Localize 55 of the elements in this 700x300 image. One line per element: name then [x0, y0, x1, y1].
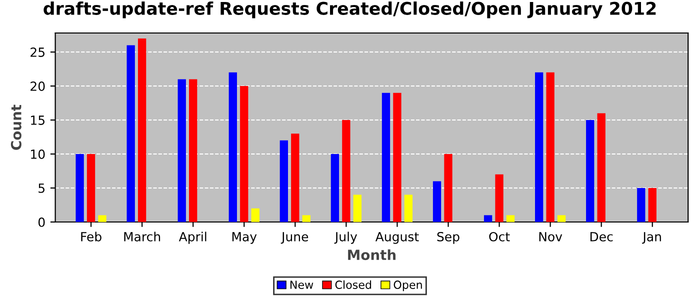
legend-label: Closed: [335, 280, 372, 289]
y-tick-label: 10: [31, 149, 45, 159]
x-tick-label: Sep: [437, 232, 460, 244]
x-tick-label: August: [375, 232, 419, 244]
bar: [432, 181, 442, 222]
bar: [637, 188, 646, 222]
x-tick-label: May: [232, 232, 257, 244]
y-tick-label: 5: [38, 184, 44, 193]
bar: [178, 79, 186, 222]
bar: [251, 208, 260, 222]
bar: [353, 194, 362, 222]
bar: [98, 215, 106, 222]
bar: [535, 72, 544, 222]
legend-label: Open: [394, 280, 422, 292]
bar: [189, 79, 198, 222]
bar: [546, 72, 554, 222]
y-tick-label: 15: [31, 116, 44, 125]
x-tick-label: July: [334, 232, 358, 244]
bar: [495, 174, 504, 222]
y-tick-label: 0: [38, 217, 45, 227]
bar: [280, 140, 288, 222]
chart-title: drafts-update-ref Requests Created/Closed/Open January 2012: [44, 2, 656, 18]
y-axis-title: Count: [10, 104, 22, 150]
y-tick-label: 20: [30, 82, 45, 91]
x-tick-label: Oct: [489, 232, 510, 242]
bar: [138, 38, 146, 222]
bar: [330, 154, 340, 222]
bar: [86, 154, 96, 222]
x-tick-label: Jan: [642, 232, 661, 244]
bar: [444, 154, 452, 222]
bar: [228, 72, 237, 222]
bar: [648, 188, 656, 222]
bar: [342, 120, 350, 222]
bar: [404, 194, 413, 222]
bar: [291, 134, 300, 222]
bar: [240, 86, 248, 222]
x-tick-label: April: [178, 232, 206, 244]
bar: [382, 92, 390, 222]
x-tick-label: March: [124, 232, 160, 242]
bar: [302, 215, 310, 222]
bar: [126, 45, 135, 222]
x-axis-title: Month: [348, 249, 396, 260]
x-tick-label: Feb: [81, 232, 102, 242]
legend-label: New: [290, 280, 314, 289]
bar: [597, 113, 606, 222]
x-tick-label: June: [280, 232, 308, 244]
y-tick-label: 25: [30, 48, 44, 57]
bar: [506, 215, 515, 222]
bar: [586, 120, 594, 222]
x-tick-label: Nov: [539, 232, 562, 242]
bar: [557, 215, 566, 222]
bar: [484, 215, 492, 222]
x-tick-label: Dec: [590, 232, 613, 242]
bar: [76, 154, 84, 222]
bar: [393, 92, 402, 222]
